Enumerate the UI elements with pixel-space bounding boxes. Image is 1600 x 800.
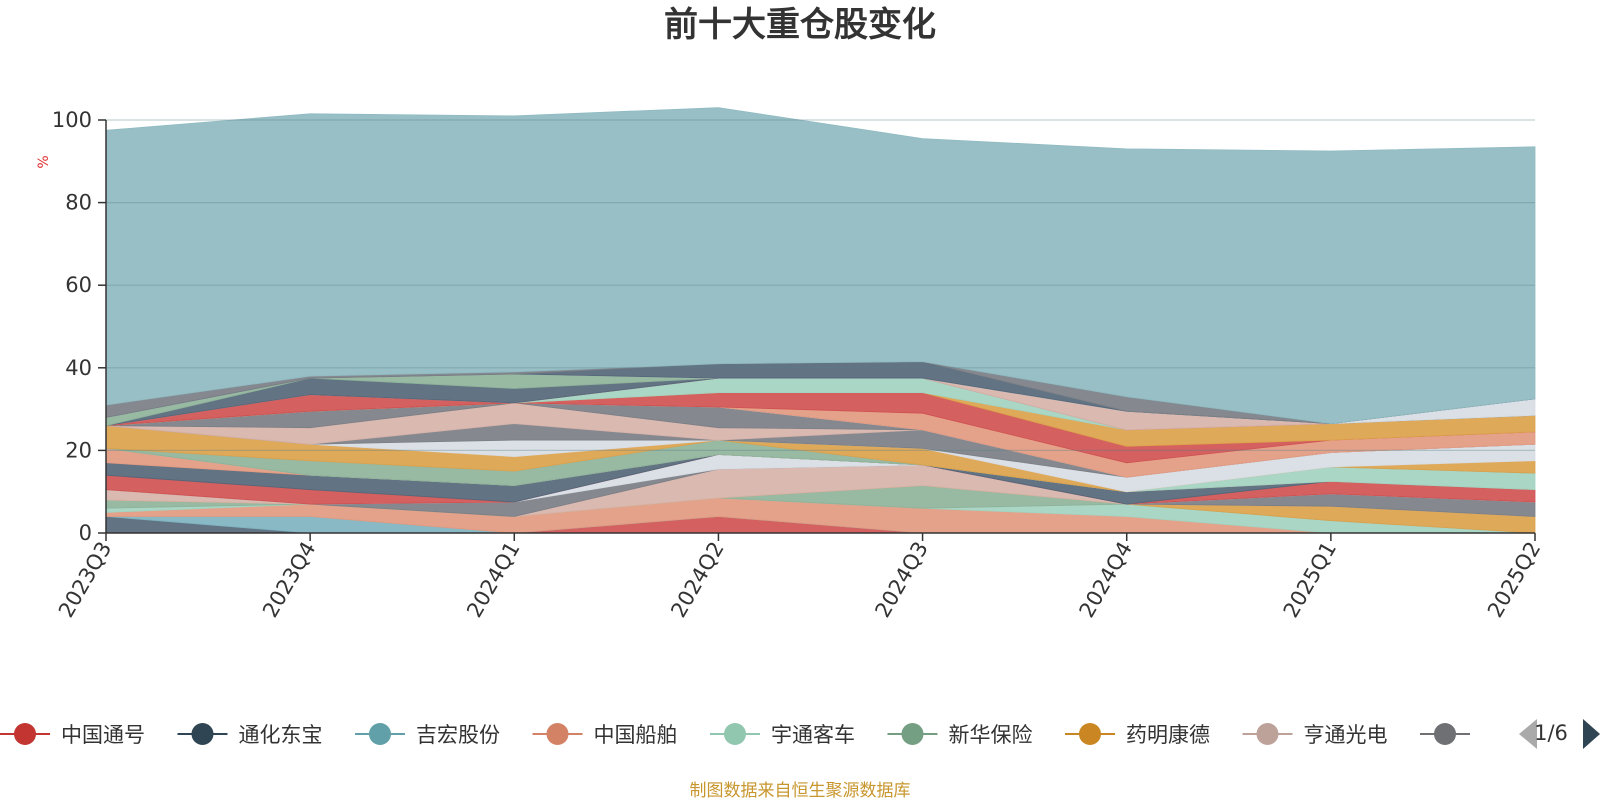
legend-marker [369,723,391,745]
legend-marker [724,723,746,745]
legend-label: 宇通客车 [771,723,855,747]
legend-label: 中国船舶 [594,723,678,747]
legend-item[interactable]: 中国通号 [0,723,145,747]
legend-marker [1256,723,1279,745]
legend-item[interactable]: 亨通光电 [1242,723,1388,747]
legend-pager: 1/6 [1519,719,1600,749]
grid-lines [106,119,1535,451]
y-tick-label: 60 [65,273,92,297]
x-tick-label: 2023Q4 [258,538,320,622]
legend-item[interactable]: 通化东宝 [177,723,323,747]
y-tick-label: 0 [79,521,92,545]
legend-item[interactable] [1420,723,1470,745]
x-tick-label: 2024Q1 [462,538,524,622]
x-tick-label: 2023Q3 [54,538,116,622]
legend: 中国通号 通化东宝 吉宏股份 中国船舶 宇通客车 新华保险 药明康德 亨通光电 [0,712,1514,758]
source-note: 制图数据来自恒生聚源数据库 [690,781,911,800]
chart-title: 前十大重仓股变化 [664,5,936,45]
legend-marker [1079,723,1101,745]
x-tick-label: 2024Q3 [870,538,932,622]
legend-page-indicator: 1/6 [1534,721,1568,745]
y-tick-label: 100 [52,108,92,132]
legend-marker [901,723,924,745]
legend-item[interactable]: 宇通客车 [710,723,855,747]
x-tick-label: 2025Q1 [1279,538,1341,622]
x-tick-label: 2024Q2 [666,538,728,622]
legend-item[interactable]: 药明康德 [1065,723,1210,747]
legend-item[interactable]: 吉宏股份 [355,723,500,747]
x-tick-label: 2024Q4 [1075,538,1137,622]
legend-item[interactable]: 中国船舶 [532,723,678,747]
y-axis-unit: % [36,155,52,168]
legend-label: 药明康德 [1126,723,1210,747]
legend-label: 吉宏股份 [416,723,500,747]
legend-prev-icon[interactable] [1519,719,1537,749]
y-tick-label: 20 [65,438,92,462]
legend-clip-mask [1474,712,1514,758]
legend-marker [546,723,569,745]
legend-item[interactable]: 新华保险 [887,723,1033,747]
legend-label: 新华保险 [949,723,1033,747]
legend-label: 通化东宝 [239,723,323,747]
area-series [105,107,1536,534]
legend-marker [1434,723,1456,745]
y-tick-label: 40 [65,356,92,380]
legend-next-icon[interactable] [1583,719,1600,749]
legend-label: 中国通号 [61,723,145,747]
legend-label: 亨通光电 [1304,723,1388,747]
x-tick-label: 2025Q2 [1483,538,1545,622]
legend-marker [191,723,214,745]
legend-marker [14,723,36,745]
area-series-33 [105,107,1536,425]
y-tick-label: 80 [65,191,92,215]
